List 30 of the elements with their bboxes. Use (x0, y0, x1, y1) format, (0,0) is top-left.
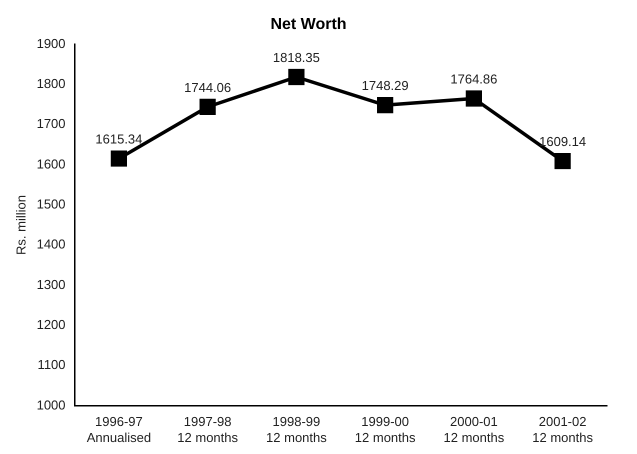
y-tick-label: 1500 (36, 196, 66, 212)
point (554, 152, 571, 170)
y-tick-label: 1200 (36, 317, 66, 332)
point (200, 98, 216, 115)
y-tick-label: 1400 (36, 236, 66, 252)
y-axis-title: Rs. million (13, 195, 28, 255)
point (288, 68, 304, 86)
x-tick-label: 1996-97 Annualised (86, 414, 152, 445)
x-tick-label: 1998-99 12 months (266, 414, 328, 445)
y-tick-label: 1300 (36, 276, 66, 292)
data-label: 1764.86 (450, 72, 498, 87)
point (377, 97, 394, 114)
chart-title: Net Worth (270, 16, 347, 34)
x-tick-label: 2000-01 12 months (444, 414, 505, 445)
data-label: 1818.35 (272, 50, 320, 66)
y-tick-label: 1600 (36, 156, 66, 172)
y-tick-label: 1700 (36, 116, 66, 132)
point (110, 150, 128, 167)
data-label: 1615.34 (95, 132, 142, 147)
point (466, 90, 482, 107)
data-label: 1744.06 (184, 80, 232, 95)
data-label: 1609.14 (539, 134, 586, 150)
x-tick-label: 1997-98 12 months (177, 414, 238, 445)
data-label: 1748.29 (362, 78, 409, 94)
y-tick-label: 1800 (36, 76, 66, 91)
y-tick-label: 1100 (38, 357, 66, 372)
x-tick-label: 2001-02 12 months (532, 414, 594, 445)
y-tick-label: 1900 (36, 36, 66, 51)
x-tick-label: 1999-00 12 months (354, 414, 416, 445)
y-tick-label: 1000 (36, 397, 66, 412)
